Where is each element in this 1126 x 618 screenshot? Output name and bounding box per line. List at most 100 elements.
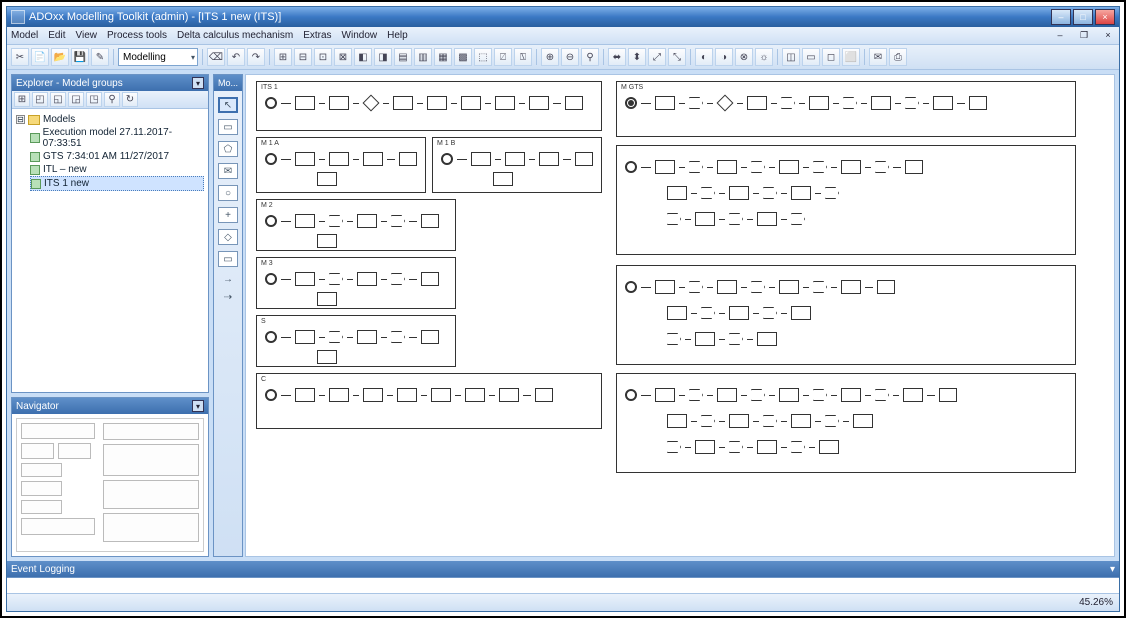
menu-extras[interactable]: Extras <box>303 30 331 41</box>
palette-diamond[interactable]: ◇ <box>218 229 238 245</box>
menu-model[interactable]: Model <box>11 30 38 41</box>
process-box[interactable]: M 1 B <box>432 137 602 193</box>
tree-item-label: Execution model 27.11.2017-07:33:51 <box>43 127 204 149</box>
process-box[interactable]: ITS 1 <box>256 81 602 131</box>
toolbar-button[interactable]: ⤢ <box>648 48 666 66</box>
toolbar-button[interactable]: ⎙ <box>889 48 907 66</box>
process-box[interactable]: M 1 A <box>256 137 426 193</box>
tree-item[interactable]: Execution model 27.11.2017-07:33:51 <box>30 126 204 150</box>
toolbar-button[interactable]: ⊠ <box>334 48 352 66</box>
process-box[interactable]: S <box>256 315 456 367</box>
process-box[interactable]: C <box>256 373 602 429</box>
toolbar-button[interactable]: ✉ <box>869 48 887 66</box>
toolbar-button[interactable]: ◫ <box>782 48 800 66</box>
tree-item[interactable]: GTS 7:34:01 AM 11/27/2017 <box>30 150 204 163</box>
palette-container[interactable]: ▭ <box>218 251 238 267</box>
navigator-body[interactable] <box>12 414 208 556</box>
toolbar-button[interactable]: ⍂ <box>514 48 532 66</box>
chevron-shape-icon <box>689 161 703 173</box>
mdi-minimize-button[interactable]: – <box>1053 30 1067 42</box>
process-flow <box>441 152 593 166</box>
maximize-button[interactable]: □ <box>1073 9 1093 25</box>
toolbar-button[interactable]: ⬌ <box>608 48 626 66</box>
tree-item[interactable]: ITS 1 new <box>30 176 204 191</box>
event-logging-collapse-button[interactable]: ▾ <box>1110 564 1115 575</box>
toolbar-button[interactable]: ⤡ <box>668 48 686 66</box>
process-box[interactable] <box>616 265 1076 365</box>
canvas[interactable]: ITS 1 M 1 AM 1 B M 2 M 3 SC M GTS <box>245 74 1115 557</box>
explorer-toolbar-button[interactable]: ◲ <box>68 92 84 107</box>
toolbar-button[interactable]: ⊖ <box>561 48 579 66</box>
palette-message[interactable]: ✉ <box>218 163 238 179</box>
toolbar-button[interactable]: ◧ <box>354 48 372 66</box>
mdi-close-button[interactable]: × <box>1101 30 1115 42</box>
toolbar-button[interactable]: ⌫ <box>207 48 225 66</box>
toolbar-button[interactable]: ◨ <box>374 48 392 66</box>
explorer-toolbar-button[interactable]: ⊞ <box>14 92 30 107</box>
toolbar-button[interactable]: ⊟ <box>294 48 312 66</box>
close-button[interactable]: × <box>1095 9 1115 25</box>
palette-arrow-dashed[interactable]: ⇢ <box>218 291 238 303</box>
expander-icon[interactable]: ⊟ <box>16 115 25 124</box>
toolbar-button[interactable]: ⊡ <box>314 48 332 66</box>
toolbar-button[interactable]: ◻ <box>822 48 840 66</box>
process-label: M 3 <box>261 260 273 267</box>
process-box[interactable]: M 3 <box>256 257 456 309</box>
toolbar-button[interactable]: ▥ <box>414 48 432 66</box>
toolbar-button[interactable]: ↶ <box>227 48 245 66</box>
toolbar-button[interactable]: ☼ <box>755 48 773 66</box>
menu-edit[interactable]: Edit <box>48 30 65 41</box>
tree-root[interactable]: ⊟ Models <box>16 113 204 126</box>
menu-help[interactable]: Help <box>387 30 408 41</box>
toolbar-button[interactable]: ✎ <box>91 48 109 66</box>
toolbar-button[interactable]: ⚲ <box>581 48 599 66</box>
explorer-toolbar-button[interactable]: ◰ <box>32 92 48 107</box>
toolbar-button[interactable]: ▩ <box>454 48 472 66</box>
process-flow <box>625 96 987 110</box>
mode-combo[interactable]: Modelling <box>118 48 198 66</box>
explorer-toolbar-button[interactable]: ◱ <box>50 92 66 107</box>
palette-chevron[interactable]: ⬠ <box>218 141 238 157</box>
toolbar-button[interactable]: ▤ <box>394 48 412 66</box>
menu-window[interactable]: Window <box>342 30 378 41</box>
palette-circle[interactable]: ○ <box>218 185 238 201</box>
toolbar-button[interactable]: ▦ <box>434 48 452 66</box>
toolbar-button[interactable]: 📄 <box>31 48 49 66</box>
explorer-toolbar-button[interactable]: ⚲ <box>104 92 120 107</box>
toolbar-button[interactable]: ⬚ <box>474 48 492 66</box>
toolbar-button[interactable]: ↷ <box>247 48 265 66</box>
palette-rect[interactable]: ▭ <box>218 119 238 135</box>
menu-delta-calculus[interactable]: Delta calculus mechanism <box>177 30 293 41</box>
navigator-thumbnail[interactable] <box>16 418 204 552</box>
palette-items: ↖ ▭ ⬠ ✉ ○ + ◇ ▭ → ⇢ <box>214 91 242 556</box>
explorer-toolbar-button[interactable]: ◳ <box>86 92 102 107</box>
toolbar-button[interactable]: ⍁ <box>494 48 512 66</box>
chevron-shape-icon <box>751 389 765 401</box>
navigator-collapse-button[interactable]: ▾ <box>192 400 204 412</box>
toolbar-button[interactable]: ⊕ <box>541 48 559 66</box>
palette-arrow-solid[interactable]: → <box>218 273 238 285</box>
menu-view[interactable]: View <box>75 30 97 41</box>
process-box[interactable]: M GTS <box>616 81 1076 137</box>
toolbar-button[interactable]: 📂 <box>51 48 69 66</box>
process-box[interactable] <box>616 373 1076 473</box>
toolbar-button[interactable]: ✂ <box>11 48 29 66</box>
menu-process-tools[interactable]: Process tools <box>107 30 167 41</box>
toolbar-button[interactable]: 💾 <box>71 48 89 66</box>
process-box[interactable]: M 2 <box>256 199 456 251</box>
process-box[interactable] <box>616 145 1076 255</box>
palette-plus[interactable]: + <box>218 207 238 223</box>
toolbar-button[interactable]: ⊞ <box>274 48 292 66</box>
toolbar-button[interactable]: ◑ <box>715 48 733 66</box>
toolbar-button[interactable]: ⊗ <box>735 48 753 66</box>
toolbar-button[interactable]: ⬍ <box>628 48 646 66</box>
mdi-restore-button[interactable]: ❐ <box>1077 30 1091 42</box>
toolbar-button[interactable]: ⬜ <box>842 48 860 66</box>
explorer-collapse-button[interactable]: ▾ <box>192 77 204 89</box>
palette-pointer[interactable]: ↖ <box>218 97 238 113</box>
tree-item[interactable]: ITL – new <box>30 163 204 176</box>
explorer-toolbar-button[interactable]: ↻ <box>122 92 138 107</box>
toolbar-button[interactable]: ◐ <box>695 48 713 66</box>
toolbar-button[interactable]: ▭ <box>802 48 820 66</box>
minimize-button[interactable]: – <box>1051 9 1071 25</box>
